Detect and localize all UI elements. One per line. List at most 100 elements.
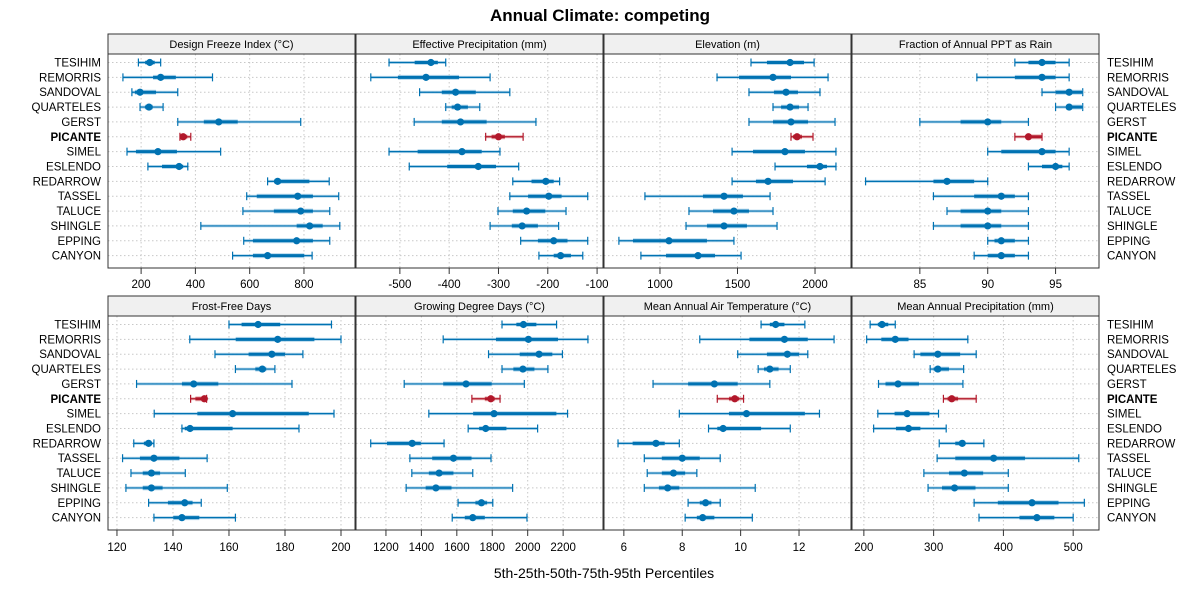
- interval-picante: [485, 132, 524, 141]
- interval-shingle: [927, 483, 1009, 492]
- interval-canyon: [231, 251, 313, 260]
- row-label-left: EPPING: [58, 498, 102, 510]
- median-point: [181, 499, 189, 507]
- interval-quarteles: [501, 365, 549, 374]
- interval-taluce: [497, 207, 567, 216]
- median-point: [136, 88, 144, 96]
- interval-shingle: [932, 221, 1030, 230]
- panels-group: Design Freeze Index (°C) 200 400 600 800 Effe…: [32, 33, 1177, 554]
- interval-tesihim: [501, 320, 558, 329]
- row-label-right: TESIHIM: [1107, 320, 1154, 332]
- median-point: [943, 177, 951, 185]
- interval-epping: [520, 236, 589, 245]
- interval-remorris: [189, 335, 342, 344]
- median-point: [731, 395, 739, 403]
- interval-remorris: [370, 73, 491, 82]
- row-label-right: SIMEL: [1107, 147, 1142, 159]
- interval-tassel: [644, 192, 771, 201]
- median-point: [487, 395, 495, 403]
- median-point: [215, 118, 223, 126]
- median-point: [268, 350, 276, 358]
- row-label-left: TASSEL: [58, 191, 102, 203]
- row-label-left: REMORRIS: [39, 334, 101, 346]
- median-point: [175, 162, 183, 171]
- x-axis-label: 5th-25th-50th-75th-95th Percentiles: [494, 565, 714, 581]
- panel-7: Mean Annual Precipitation (mm) 200 300 400 5…: [851, 295, 1100, 554]
- median-point: [990, 454, 998, 462]
- interval-simel: [153, 409, 335, 418]
- panel-title: Mean Annual Precipitation (mm): [897, 301, 1054, 313]
- median-point: [710, 380, 718, 388]
- median-point: [519, 365, 527, 373]
- interval-simel: [877, 409, 940, 418]
- panel-title: Growing Degree Days (°C): [414, 301, 545, 313]
- row-label-right: CANYON: [1107, 251, 1156, 263]
- row-label-right: CANYON: [1107, 513, 1156, 525]
- median-point: [1038, 73, 1046, 81]
- median-point: [179, 133, 187, 141]
- row-label-right: TASSEL: [1107, 191, 1151, 203]
- interval-epping: [243, 236, 331, 245]
- interval-tesihim: [388, 58, 447, 67]
- row-label-left: SHINGLE: [51, 221, 102, 233]
- row-label-right: GERST: [1107, 117, 1147, 129]
- row-label-left: TASSEL: [58, 453, 102, 465]
- interval-gerst: [877, 379, 964, 388]
- interval-redarrow: [512, 177, 561, 186]
- median-point: [458, 148, 466, 156]
- interval-tassel: [643, 454, 721, 463]
- median-point: [891, 335, 899, 343]
- interval-eslendo: [181, 424, 300, 433]
- interval-eslendo: [707, 424, 791, 433]
- interval-quarteles: [929, 365, 965, 374]
- row-label-right: REMORRIS: [1107, 72, 1169, 84]
- x-tick-label: 2200: [550, 542, 576, 554]
- interval-epping: [987, 236, 1030, 245]
- row-label-right: REMORRIS: [1107, 334, 1169, 346]
- row-label-left: SIMEL: [66, 147, 101, 159]
- x-tick-label: 1600: [444, 542, 470, 554]
- interval-canyon: [153, 513, 237, 522]
- interval-redarrow: [617, 439, 680, 448]
- interval-gerst: [652, 379, 771, 388]
- median-point: [699, 514, 707, 522]
- median-point: [1028, 499, 1036, 507]
- x-tick-label: 1500: [725, 279, 751, 291]
- interval-sandoval: [1041, 88, 1084, 97]
- median-point: [694, 252, 702, 260]
- chart-title: Annual Climate: competing: [490, 6, 710, 25]
- x-tick-label: 500: [1064, 542, 1083, 554]
- median-point: [997, 252, 1005, 260]
- x-tick-label: -400: [438, 279, 461, 291]
- row-label-left: ESLENDO: [46, 424, 101, 436]
- interval-picante: [179, 132, 192, 141]
- median-point: [145, 103, 153, 111]
- x-tick-label: -300: [487, 279, 510, 291]
- interval-shingle: [200, 221, 341, 230]
- interval-remorris: [442, 335, 589, 344]
- median-point: [258, 365, 266, 373]
- x-tick-label: -500: [388, 279, 411, 291]
- interval-redarrow: [133, 439, 155, 448]
- row-label-left: SHINGLE: [51, 483, 102, 495]
- interval-shingle: [489, 221, 560, 230]
- median-point: [456, 118, 465, 126]
- median-point: [264, 252, 272, 260]
- interval-sandoval: [487, 350, 564, 359]
- interval-tassel: [936, 454, 1080, 463]
- interval-epping: [973, 498, 1085, 507]
- interval-taluce: [242, 207, 331, 216]
- x-tick-label: 400: [994, 542, 1013, 554]
- row-label-left: ESLENDO: [46, 162, 101, 174]
- row-label-right: ESLENDO: [1107, 424, 1162, 436]
- interval-shingle: [405, 483, 514, 492]
- interval-tesihim: [869, 320, 896, 329]
- median-point: [535, 350, 543, 358]
- interval-sandoval: [748, 88, 821, 97]
- interval-taluce: [688, 207, 774, 216]
- panel-title: Effective Precipitation (mm): [412, 39, 546, 51]
- median-point: [1038, 148, 1046, 156]
- x-tick-label: 200: [331, 542, 350, 554]
- median-point: [274, 335, 282, 343]
- interval-tassel: [121, 454, 208, 463]
